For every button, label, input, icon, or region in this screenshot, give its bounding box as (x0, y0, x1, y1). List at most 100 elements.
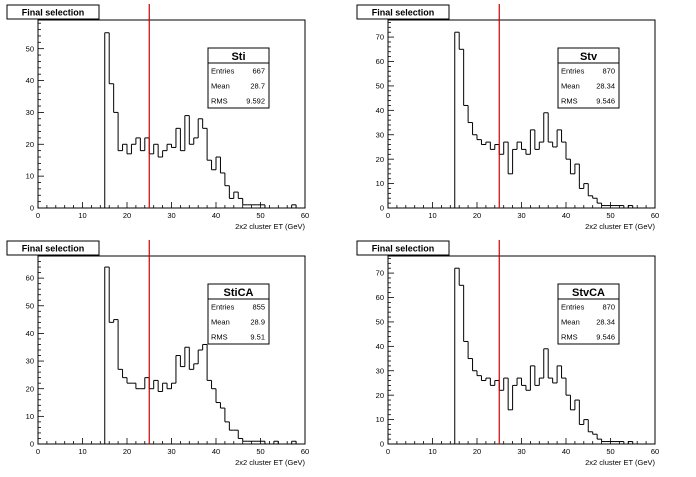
y-tick-label: 30 (376, 366, 384, 375)
y-tick-label: 10 (376, 415, 384, 424)
y-tick-label: 40 (376, 342, 384, 351)
pad-title-box (356, 240, 450, 256)
y-tick-label: 60 (26, 274, 34, 283)
pad-title-box (6, 240, 100, 256)
x-tick-label: 10 (428, 211, 436, 220)
x-tick-label: 40 (212, 211, 220, 220)
x-tick-label: 30 (517, 211, 525, 220)
stats-value-entries: 855 (252, 303, 265, 312)
stats-label-rms: RMS (211, 333, 228, 342)
histogram-series (454, 31, 655, 209)
stats-label-rms: RMS (211, 97, 228, 106)
x-tick-label: 20 (473, 447, 481, 456)
y-tick-label: 50 (26, 44, 34, 53)
stats-label-entries: Entries (561, 303, 585, 312)
stats-box: StiCA Entries 855 Mean 28.9 RMS 9.51 (207, 283, 270, 345)
y-tick-label: 0 (30, 204, 34, 213)
x-axis-label: 2x2 cluster ET (GeV) (585, 222, 655, 231)
stats-histogram-name: StiCA (224, 287, 254, 299)
stats-histogram-name: StvCA (572, 287, 605, 299)
x-axis-label: 2x2 cluster ET (GeV) (585, 458, 655, 467)
stats-histogram-name: Sti (231, 51, 245, 63)
y-tick-label: 50 (376, 318, 384, 327)
pad-title: Final selection (372, 8, 435, 18)
x-tick-label: 10 (428, 447, 436, 456)
y-tick-label: 20 (376, 391, 384, 400)
stats-histogram-name: Stv (580, 51, 598, 63)
y-tick-label: 70 (376, 33, 384, 42)
x-tick-label: 0 (36, 447, 40, 456)
pad-title: Final selection (22, 8, 85, 18)
stats-label-entries: Entries (211, 67, 235, 76)
x-tick-label: 0 (386, 447, 390, 456)
y-tick-label: 20 (376, 155, 384, 164)
x-tick-label: 50 (256, 211, 264, 220)
y-tick-label: 10 (376, 179, 384, 188)
y-tick-label: 60 (376, 293, 384, 302)
stats-box: StvCA Entries 870 Mean 28.34 RMS 9.546 (557, 283, 620, 345)
x-tick-label: 50 (606, 447, 614, 456)
y-tick-label: 30 (376, 130, 384, 139)
x-tick-label: 30 (517, 447, 525, 456)
x-tick-label: 60 (301, 447, 309, 456)
pad-sti: Final selection 0 10 20 30 40 50 60 0 10 20 30 40 50 2… (6, 4, 309, 231)
x-tick-label: 0 (36, 211, 40, 220)
pad-title: Final selection (22, 244, 85, 254)
histogram-series (104, 266, 305, 445)
x-tick-label: 40 (562, 211, 570, 220)
stats-value-mean: 28.34 (596, 82, 615, 91)
stats-label-entries: Entries (561, 67, 585, 76)
x-tick-label: 60 (651, 211, 659, 220)
x-tick-label: 40 (212, 447, 220, 456)
pad-stv: Final selection 0 10 20 30 40 50 60 0 10 20 30 40 50 6… (356, 4, 659, 231)
x-tick-label: 40 (562, 447, 570, 456)
y-tick-label: 60 (376, 57, 384, 66)
x-tick-label: 0 (386, 211, 390, 220)
stats-box-frame (557, 283, 620, 345)
stats-box-frame (207, 283, 270, 345)
stats-box: Stv Entries 870 Mean 28.34 RMS 9.546 (557, 47, 620, 109)
stats-value-entries: 870 (602, 303, 615, 312)
y-tick-label: 50 (376, 82, 384, 91)
x-tick-label: 50 (606, 211, 614, 220)
stats-label-mean: Mean (211, 82, 230, 91)
y-tick-label: 50 (26, 301, 34, 310)
x-tick-label: 10 (78, 447, 86, 456)
stats-value-mean: 28.9 (250, 318, 265, 327)
pad-stvca: Final selection 0 10 20 30 40 50 60 0 10 20 30 40 50 6… (356, 240, 659, 467)
y-tick-label: 20 (26, 384, 34, 393)
y-tick-label: 0 (380, 440, 384, 449)
pad-stica: Final selection 0 10 20 30 40 50 60 0 10 20 30 40 50 6… (6, 240, 309, 467)
stats-value-rms: 9.546 (596, 97, 615, 106)
x-tick-label: 20 (473, 211, 481, 220)
stats-label-mean: Mean (561, 318, 580, 327)
x-tick-label: 50 (256, 447, 264, 456)
y-tick-label: 40 (26, 76, 34, 85)
pad-title-box (356, 4, 450, 20)
stats-label-mean: Mean (211, 318, 230, 327)
y-tick-label: 40 (26, 329, 34, 338)
y-tick-label: 0 (30, 440, 34, 449)
stats-value-rms: 9.592 (246, 97, 265, 106)
x-tick-label: 20 (123, 447, 131, 456)
x-tick-label: 30 (167, 447, 175, 456)
stats-value-rms: 9.51 (250, 333, 265, 342)
y-tick-label: 70 (376, 269, 384, 278)
stats-box-frame (207, 47, 270, 109)
pad-title: Final selection (372, 244, 435, 254)
y-tick-label: 20 (26, 140, 34, 149)
y-tick-label: 10 (26, 172, 34, 181)
x-axis-label: 2x2 cluster ET (GeV) (235, 458, 305, 467)
stats-value-entries: 870 (602, 67, 615, 76)
y-tick-label: 0 (380, 204, 384, 213)
y-tick-label: 30 (26, 357, 34, 366)
stats-value-entries: 667 (252, 67, 265, 76)
x-tick-label: 10 (78, 211, 86, 220)
y-tick-label: 10 (26, 412, 34, 421)
y-tick-label: 40 (376, 106, 384, 115)
stats-label-rms: RMS (561, 97, 578, 106)
histogram-series (104, 32, 305, 209)
stats-value-rms: 9.546 (596, 333, 615, 342)
stats-box: Sti Entries 667 Mean 28.7 RMS 9.592 (207, 47, 270, 109)
